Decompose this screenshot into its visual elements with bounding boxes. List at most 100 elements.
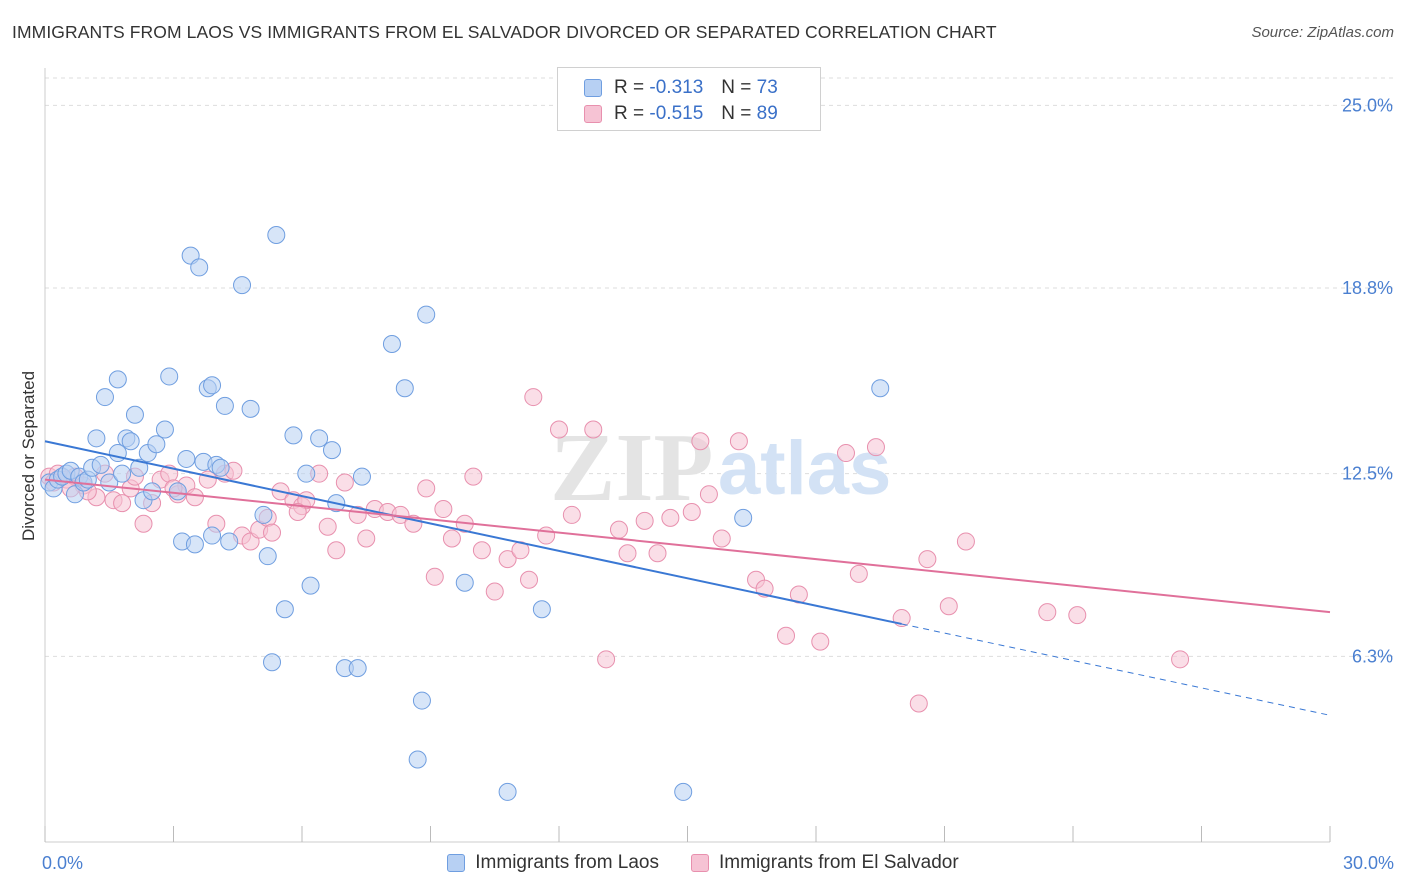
data-point-laos	[871, 379, 890, 398]
legend-n-label: N =	[721, 103, 752, 124]
series-legend: Immigrants from Laos Immigrants from El …	[0, 852, 1406, 874]
legend-row-elsalvador: R = -0.515 N = 89	[584, 102, 778, 126]
data-point-elsalvador	[327, 541, 346, 560]
trend-lines	[44, 440, 1331, 716]
data-point-elsalvador	[485, 582, 504, 601]
data-point-laos	[91, 455, 110, 474]
data-point-laos	[121, 432, 140, 451]
data-point-elsalvador	[729, 432, 748, 451]
data-point-laos	[125, 405, 144, 424]
data-point-laos	[408, 750, 427, 769]
data-point-elsalvador	[185, 488, 204, 507]
data-point-elsalvador	[956, 532, 975, 551]
data-point-laos	[233, 276, 252, 295]
data-point-laos	[297, 464, 316, 483]
axes	[44, 68, 1331, 843]
data-point-elsalvador	[524, 388, 543, 407]
data-point-laos	[215, 396, 234, 415]
data-point-laos	[412, 691, 431, 710]
data-point-elsalvador	[357, 529, 376, 548]
watermark-zip: ZIP	[550, 414, 713, 522]
data-point-laos	[147, 435, 166, 454]
data-point-laos	[301, 576, 320, 595]
source-label: Source: ZipAtlas.com	[1251, 24, 1394, 41]
data-point-elsalvador	[498, 550, 517, 569]
data-point-laos	[130, 458, 149, 477]
data-point-laos	[185, 535, 204, 554]
data-point-elsalvador	[550, 420, 568, 439]
data-point-laos	[455, 573, 474, 592]
correlation-legend: R = -0.313 N = 73 R = -0.515 N = 89	[557, 67, 821, 131]
legend-label-elsalvador: Immigrants from El Salvador	[719, 852, 959, 873]
trend-line-laos-extension	[901, 623, 1331, 716]
data-point-elsalvador	[263, 523, 282, 542]
data-point-elsalvador	[661, 508, 680, 527]
data-point-elsalvador	[472, 541, 491, 560]
data-point-elsalvador	[836, 444, 855, 463]
data-point-elsalvador	[699, 485, 718, 504]
data-point-laos	[258, 547, 277, 566]
grid-lines	[45, 77, 1395, 657]
data-point-laos	[241, 399, 260, 418]
data-point-elsalvador	[597, 650, 616, 669]
data-point-laos	[155, 420, 174, 439]
data-point-laos	[177, 449, 196, 468]
data-point-elsalvador	[811, 632, 830, 651]
data-point-laos	[498, 782, 517, 801]
trend-line-laos	[44, 440, 902, 625]
y-axis-label: Divorced or Separated	[19, 371, 38, 541]
legend-item-elsalvador: Immigrants from El Salvador	[691, 852, 959, 874]
y-tick-labels: 6.3% 12.5% 18.8% 25.0%	[1342, 95, 1393, 666]
data-point-elsalvador	[442, 529, 461, 548]
series-laos-points	[40, 226, 890, 801]
data-point-elsalvador	[335, 473, 354, 492]
x-tick-label: 0.0%	[42, 853, 83, 873]
x-tick-label: 30.0%	[1343, 853, 1394, 873]
data-point-laos	[284, 426, 303, 445]
data-point-laos	[532, 600, 551, 619]
data-point-elsalvador	[691, 432, 710, 451]
data-point-elsalvador	[609, 520, 628, 539]
data-point-elsalvador	[537, 526, 556, 545]
data-point-laos	[382, 335, 401, 354]
y-tick-label: 18.8%	[1342, 278, 1393, 298]
data-point-elsalvador	[682, 502, 701, 521]
y-tick-label: 6.3%	[1352, 646, 1393, 666]
legend-swatch-elsalvador	[584, 105, 602, 123]
chart-title: IMMIGRANTS FROM LAOS VS IMMIGRANTS FROM …	[12, 22, 997, 42]
data-point-laos	[95, 388, 114, 407]
data-point-laos	[674, 782, 693, 801]
data-point-laos	[160, 367, 179, 386]
x-tick-labels: 0.0% 30.0%	[42, 853, 1394, 873]
data-point-elsalvador	[288, 502, 307, 521]
data-point-elsalvador	[198, 470, 217, 489]
data-point-laos	[267, 226, 286, 245]
trend-line-elsalvador	[44, 478, 1331, 614]
y-tick-label: 25.0%	[1342, 95, 1393, 115]
data-point-elsalvador	[520, 570, 539, 589]
data-point-elsalvador	[1068, 606, 1087, 625]
legend-swatch-elsalvador	[691, 854, 710, 872]
data-point-laos	[417, 305, 436, 324]
legend-r-value: -0.313	[649, 77, 704, 98]
legend-row-laos: R = -0.313 N = 73	[584, 76, 778, 100]
legend-n-label: N =	[721, 77, 752, 98]
data-point-elsalvador	[1171, 650, 1190, 669]
legend-swatch-laos	[584, 79, 602, 97]
data-point-laos	[87, 429, 106, 448]
data-point-elsalvador	[425, 567, 444, 586]
data-point-laos	[734, 508, 753, 527]
data-point-laos	[203, 526, 222, 545]
data-point-elsalvador	[434, 500, 453, 519]
data-point-elsalvador	[866, 438, 885, 457]
legend-swatch-laos	[447, 854, 466, 872]
data-point-laos	[263, 653, 282, 672]
data-point-elsalvador	[712, 529, 731, 548]
data-point-laos	[275, 600, 294, 619]
data-point-laos	[203, 376, 222, 395]
legend-r-label: R =	[614, 77, 645, 98]
data-point-elsalvador	[464, 467, 483, 486]
legend-n-value: 73	[756, 77, 778, 98]
legend-r-label: R =	[614, 103, 645, 124]
data-point-elsalvador	[417, 479, 436, 498]
